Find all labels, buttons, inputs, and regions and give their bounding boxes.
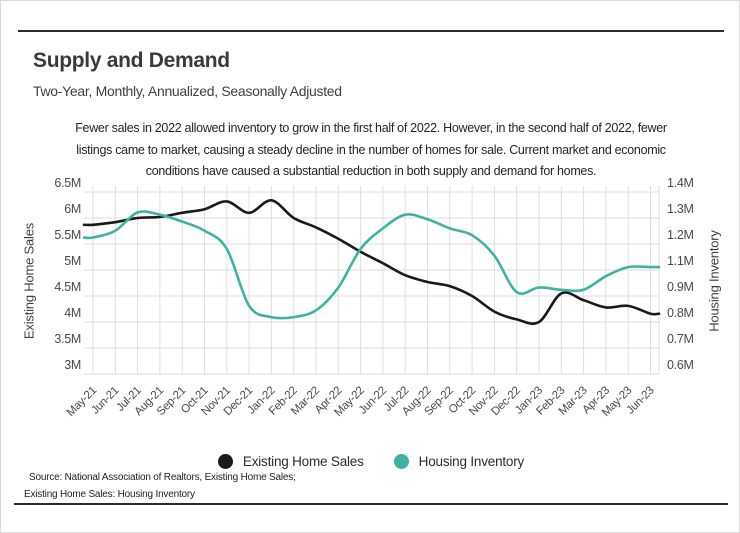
left-axis-title: Existing Home Sales	[21, 222, 37, 340]
sales-legend-label: Existing Home Sales	[242, 453, 364, 469]
top-divider	[18, 30, 724, 32]
right-axis-ticks: 1.4M 1.3M 1.2M 1.1M 0.9M 0.8M 0.7M 0.6M	[667, 176, 694, 372]
svg-text:1.3M: 1.3M	[667, 202, 694, 216]
description-line: conditions have caused a substantial red…	[145, 164, 597, 178]
svg-text:0.9M: 0.9M	[667, 280, 694, 294]
description-line: listings came to market, causing a stead…	[76, 142, 666, 157]
legend: Existing Home Sales Housing Inventory	[1, 451, 739, 471]
svg-text:3.5M: 3.5M	[54, 332, 81, 346]
svg-text:1.1M: 1.1M	[667, 254, 694, 268]
svg-text:1.2M: 1.2M	[667, 228, 694, 242]
svg-text:0.6M: 0.6M	[667, 358, 694, 372]
svg-text:5M: 5M	[64, 254, 81, 268]
svg-text:0.8M: 0.8M	[667, 306, 694, 320]
inventory-line	[82, 210, 661, 320]
svg-text:6M: 6M	[64, 202, 81, 216]
svg-text:3M: 3M	[64, 358, 81, 372]
svg-text:5.5M: 5.5M	[54, 228, 81, 242]
sales-legend-dot	[217, 453, 233, 469]
right-axis-title: Housing Inventory	[706, 230, 722, 332]
x-axis-labels: May-21Jun-21Jul-21Aug-21Sep-21Oct-21Nov-…	[65, 385, 657, 419]
svg-text:4M: 4M	[64, 306, 81, 320]
svg-text:4.5M: 4.5M	[54, 280, 81, 294]
chart-subtitle: Two-Year, Monthly, Annualized, Seasonall…	[33, 83, 342, 99]
source-line-2: Existing Home Sales: Housing Inventory	[24, 489, 195, 500]
chart-description: Fewer sales in 2022 allowed inventory to…	[1, 118, 739, 183]
svg-text:0.7M: 0.7M	[667, 332, 694, 346]
inventory-legend-label: Housing Inventory	[418, 453, 525, 469]
bottom-divider	[14, 503, 728, 505]
svg-text:6.5M: 6.5M	[54, 176, 81, 190]
description-line: Fewer sales in 2022 allowed inventory to…	[75, 121, 667, 135]
sales-line	[82, 199, 661, 325]
svg-text:1.4M: 1.4M	[667, 176, 694, 190]
inventory-legend-dot	[393, 453, 409, 469]
page-title: Supply and Demand	[33, 49, 230, 72]
gridlines	[84, 186, 660, 375]
left-axis-ticks: 6.5M 6M 5.5M 5M 4.5M 4M 3.5M 3M	[54, 176, 81, 372]
source-line-1: Source: National Association of Realtors…	[29, 472, 296, 483]
